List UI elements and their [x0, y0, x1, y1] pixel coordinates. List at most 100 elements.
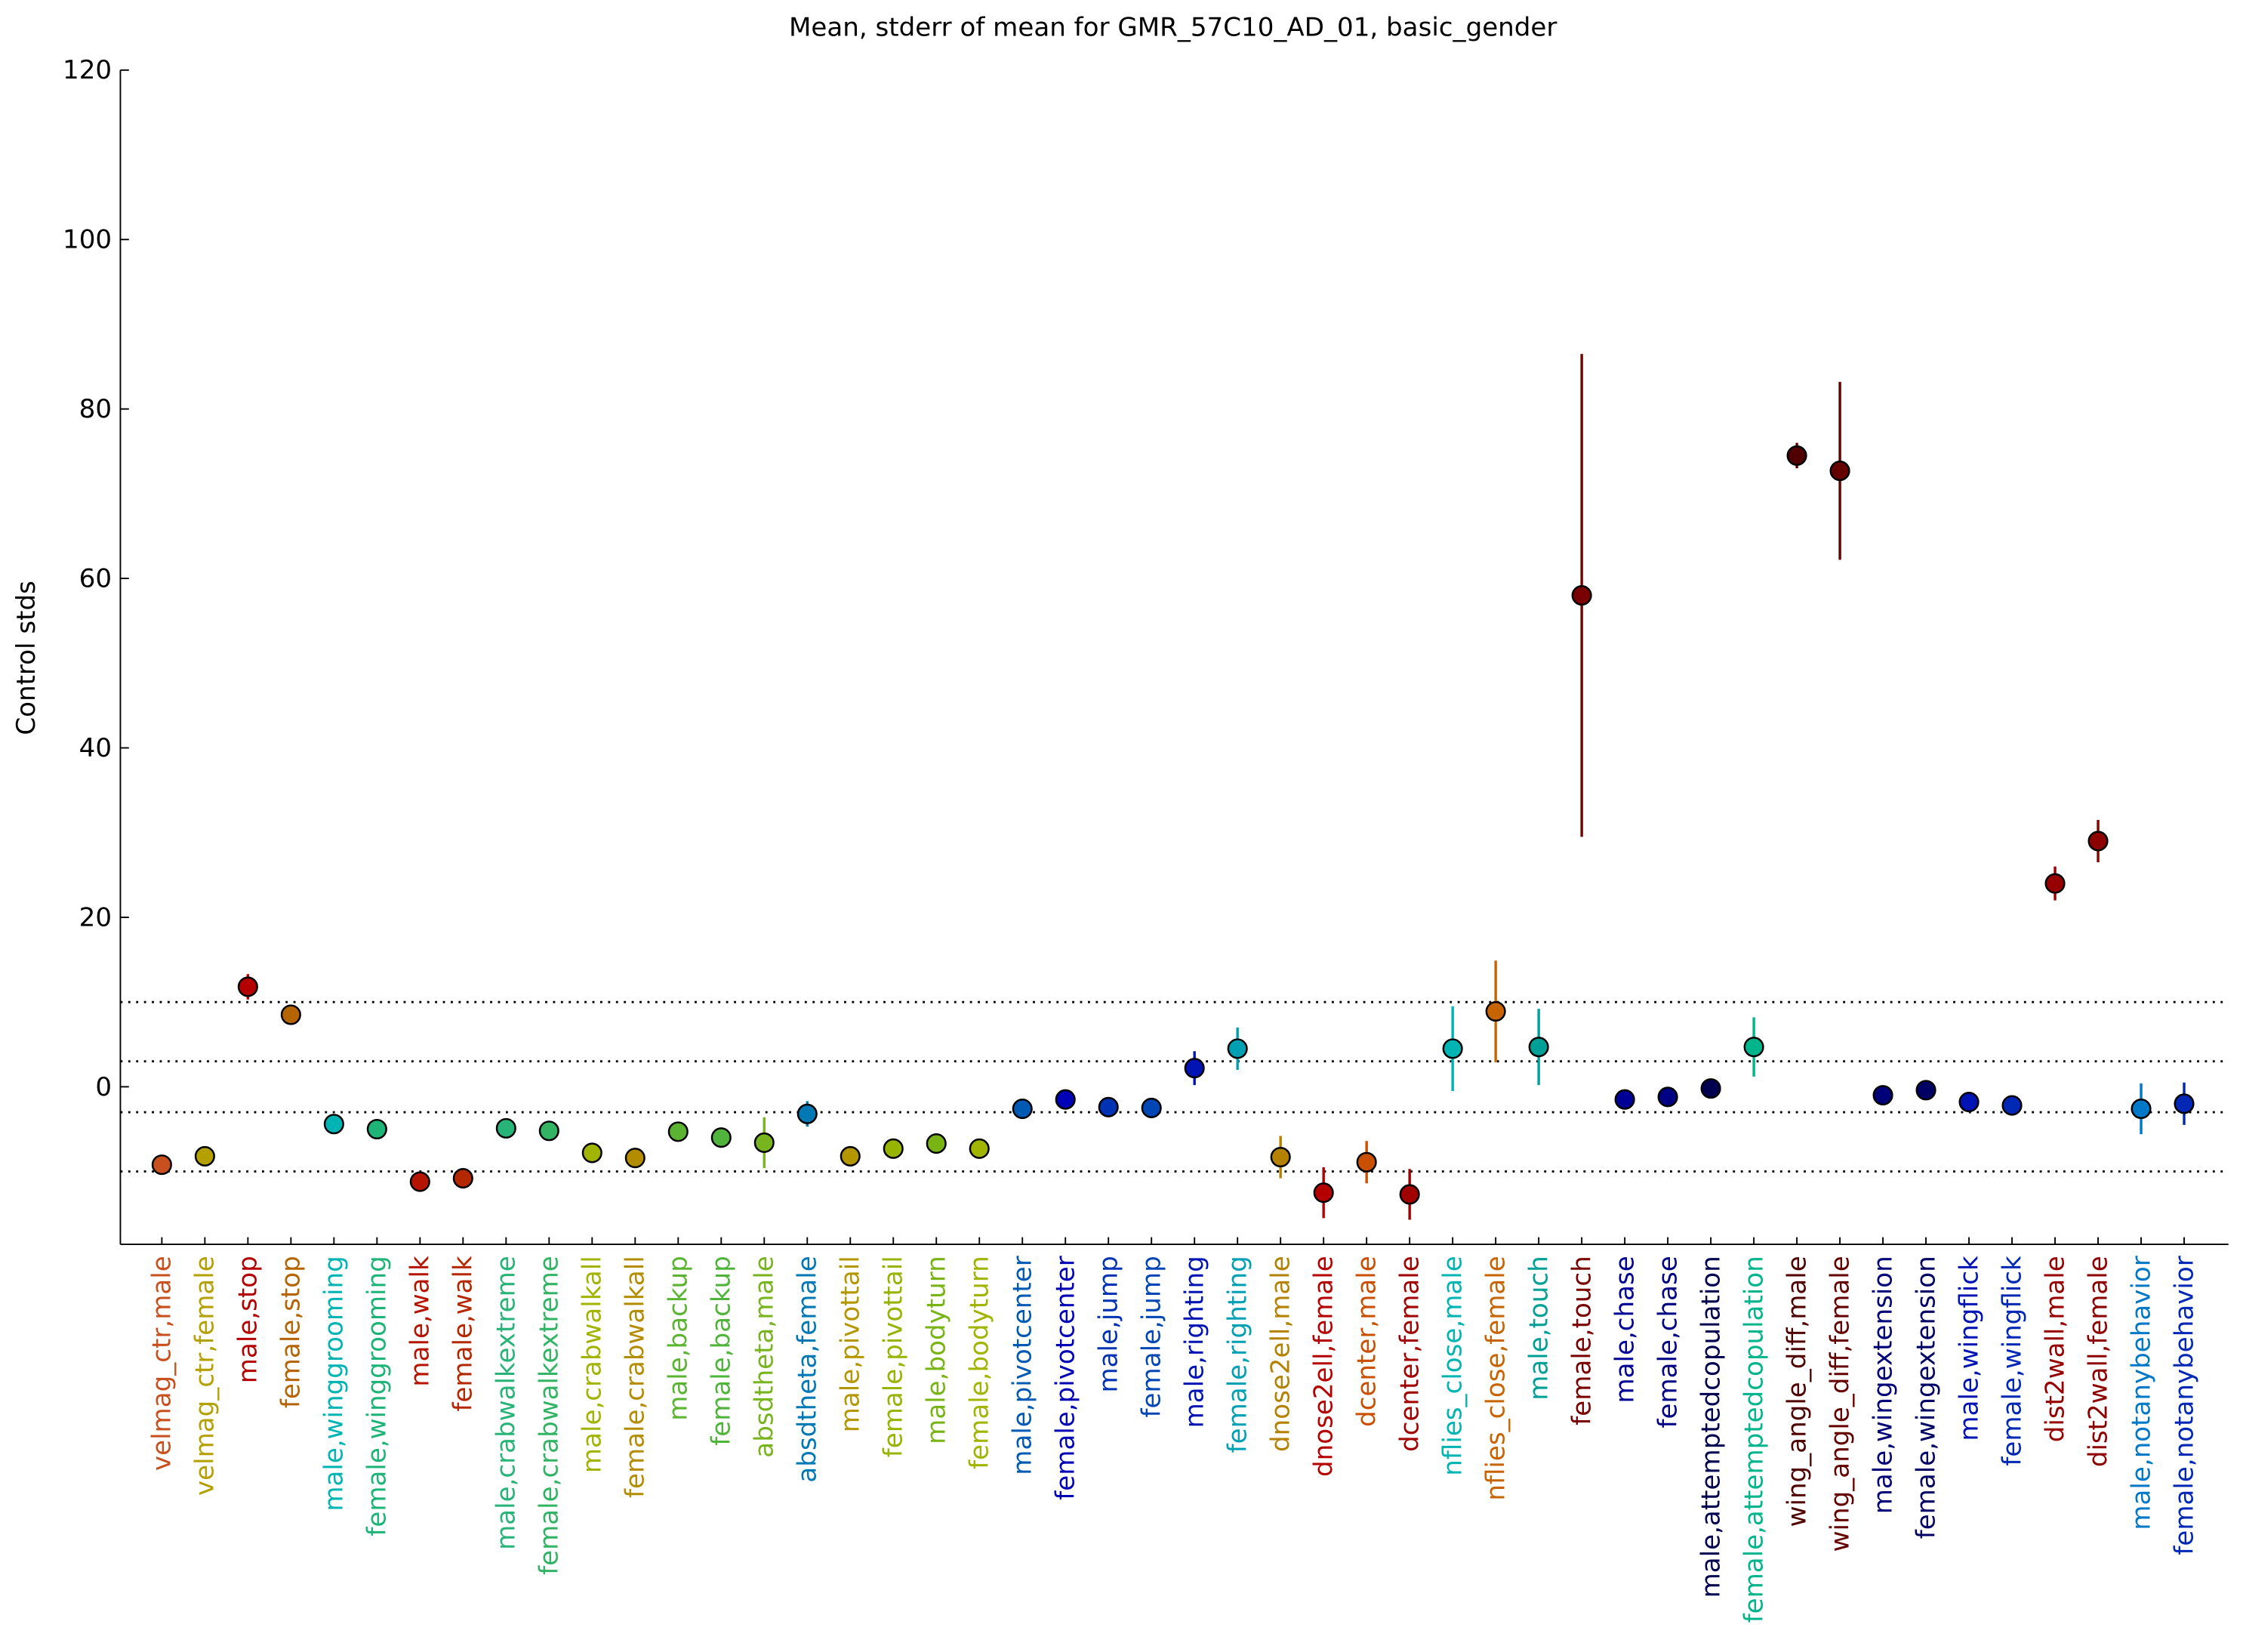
x-tick-label: male,attemptedcopulation [1696, 1256, 1726, 1598]
mean-marker [624, 1148, 645, 1169]
mean-marker [1055, 1089, 1076, 1110]
x-tick-label: dist2wall,male [2040, 1256, 2070, 1442]
x-tick-label: female,jump [1137, 1256, 1167, 1417]
x-tick-label: female,touch [1567, 1256, 1597, 1425]
x-tick-label: male,pivottail [836, 1256, 866, 1432]
y-tick-label: 0 [95, 1072, 112, 1102]
mean-marker [1270, 1146, 1291, 1168]
y-tick-label: 20 [79, 902, 112, 932]
mean-marker [1098, 1096, 1119, 1117]
x-tick-label: male,backup [664, 1256, 694, 1421]
x-tick-label: male,walk [405, 1256, 436, 1387]
mean-marker [796, 1103, 818, 1124]
x-tick-label: dnose2ell,female [1309, 1256, 1339, 1477]
mean-marker [1141, 1097, 1162, 1118]
mean-marker [1485, 1000, 1506, 1022]
mean-marker [237, 976, 258, 997]
x-tick-label: male,wingextension [1868, 1256, 1898, 1514]
mean-marker [969, 1138, 990, 1159]
x-tick-label: male,notanybehavior [2126, 1255, 2156, 1530]
mean-marker [2131, 1099, 2152, 1120]
x-tick-label: male,bodyturn [922, 1256, 952, 1444]
mean-marker [1571, 585, 1592, 606]
x-tick-label: male,crabwalkall [578, 1256, 608, 1473]
x-tick-label: female,chase [1653, 1256, 1683, 1428]
x-tick-label: female,wingextension [1911, 1256, 1941, 1539]
mean-marker [1012, 1099, 1033, 1120]
x-tick-label: female,attemptedcopulation [1739, 1256, 1769, 1623]
chart-title: Mean, stderr of mean for GMR_57C10_AD_01… [789, 12, 1557, 42]
mean-marker [926, 1133, 947, 1154]
mean-marker [2044, 873, 2066, 894]
x-tick-label: female,winggrooming [362, 1256, 393, 1536]
x-tick-label: female,crabwalkextreme [535, 1256, 565, 1575]
x-tick-label: female,crabwalkall [621, 1256, 651, 1498]
x-tick-label: female,stop [276, 1256, 307, 1408]
x-tick-label: male,righting [1180, 1256, 1210, 1428]
x-tick-label: male,crabwalkextreme [491, 1256, 522, 1550]
mean-marker [1356, 1151, 1377, 1173]
x-tick-label: dcenter,female [1395, 1256, 1425, 1452]
x-tick-label: female,righting [1223, 1256, 1253, 1453]
x-tick-label: dist2wall,female [2083, 1256, 2113, 1467]
x-tick-label: wing_angle_diff,female [1825, 1256, 1855, 1552]
mean-marker [1442, 1038, 1463, 1059]
mean-marker [1528, 1037, 1549, 1058]
mean-marker [1227, 1038, 1248, 1059]
mean-marker [452, 1168, 473, 1189]
x-tick-label: female,pivottail [879, 1256, 909, 1457]
y-tick-label: 60 [79, 563, 112, 593]
x-tick-label: female,notanybehavior [2169, 1255, 2199, 1555]
mean-marker [1614, 1089, 1635, 1110]
x-tick-label: male,touch [1524, 1256, 1554, 1400]
mean-marker [2087, 831, 2109, 852]
mean-marker [151, 1154, 172, 1176]
mean-marker [1829, 461, 1850, 482]
mean-marker [280, 1004, 301, 1025]
mean-marker [1915, 1080, 1936, 1101]
mean-marker [1399, 1184, 1420, 1205]
x-tick-label: absdtheta,female [793, 1256, 823, 1482]
x-tick-label: female,pivotcenter [1051, 1255, 1081, 1499]
y-tick-label: 80 [79, 394, 112, 424]
x-tick-label: male,winggrooming [319, 1256, 350, 1511]
y-tick-label: 120 [63, 55, 112, 85]
x-tick-label: male,jump [1094, 1256, 1124, 1392]
x-tick-label: female,wingflick [1997, 1256, 2027, 1466]
x-tick-label: male,chase [1610, 1256, 1640, 1403]
mean-marker [538, 1120, 559, 1142]
mean-marker [667, 1121, 689, 1142]
x-tick-label: female,backup [707, 1256, 737, 1445]
mean-marker [883, 1138, 904, 1159]
y-tick-label: 40 [79, 733, 112, 763]
x-tick-label: absdtheta,male [750, 1256, 780, 1457]
x-tick-label: female,walk [448, 1256, 479, 1412]
mean-marker [2001, 1095, 2023, 1116]
y-axis-label: Control stds [11, 581, 42, 735]
x-tick-label: male,stop [233, 1256, 263, 1383]
mean-marker [1872, 1085, 1893, 1106]
x-tick-label: velmag_ctr,female [190, 1256, 220, 1496]
mean-marker [1657, 1086, 1678, 1108]
x-tick-label: female,bodyturn [965, 1256, 995, 1469]
mean-marker [840, 1145, 861, 1167]
mean-marker [1743, 1037, 1764, 1058]
x-tick-label: nflies_close,male [1438, 1256, 1468, 1475]
mean-marker [495, 1117, 516, 1139]
mean-marker [1184, 1058, 1205, 1079]
x-tick-label: velmag_ctr,male [147, 1256, 177, 1471]
mean-marker [1700, 1078, 1721, 1099]
mean-marker [753, 1132, 775, 1153]
x-tick-label: wing_angle_diff,male [1782, 1256, 1812, 1527]
mean-marker [1958, 1092, 1980, 1113]
mean-marker [409, 1171, 430, 1192]
x-tick-label: dnose2ell,male [1266, 1256, 1296, 1452]
mean-marker [581, 1142, 602, 1163]
x-tick-label: male,wingflick [1954, 1256, 1984, 1441]
mean-marker [194, 1145, 215, 1167]
mean-marker [323, 1114, 344, 1135]
mean-marker [710, 1127, 732, 1148]
x-tick-label: nflies_close,female [1481, 1256, 1511, 1500]
y-tick-label: 100 [63, 225, 112, 255]
